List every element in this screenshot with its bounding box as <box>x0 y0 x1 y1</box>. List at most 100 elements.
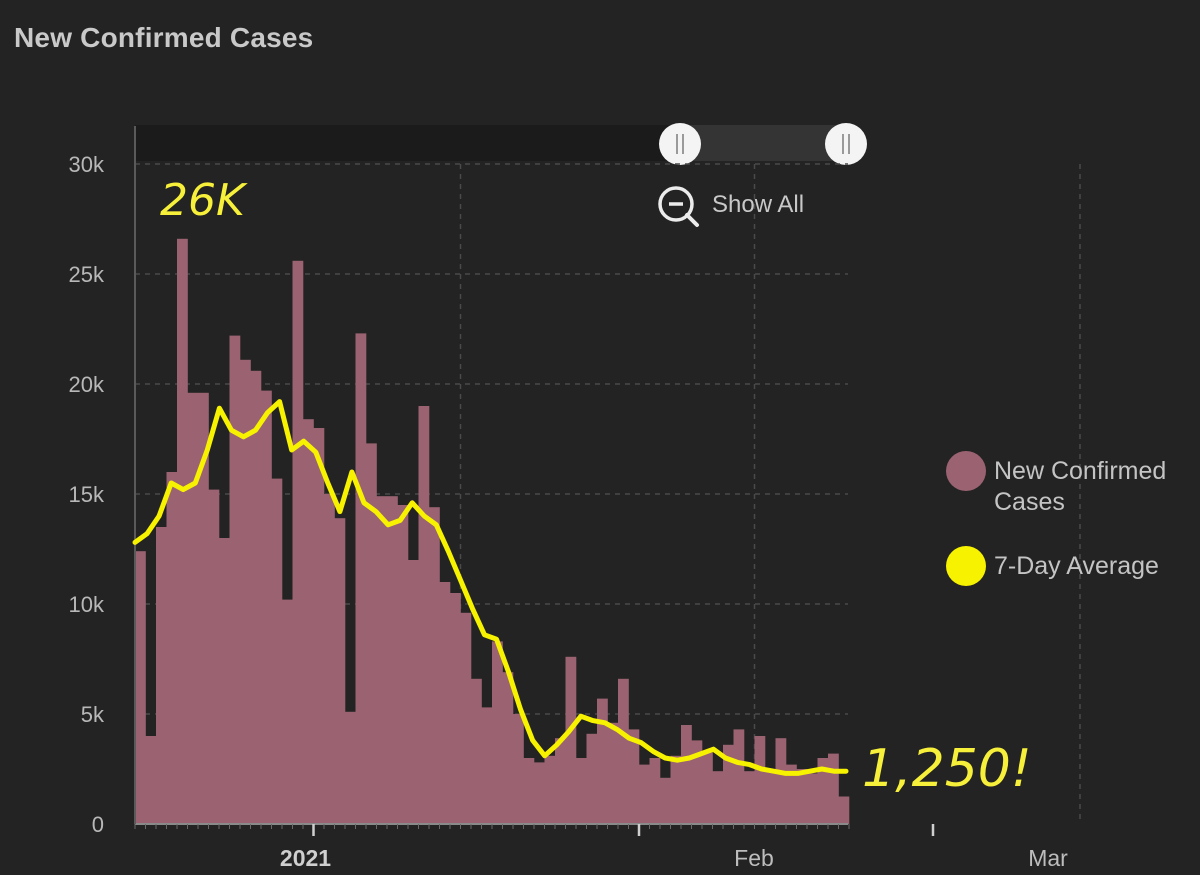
bar[interactable] <box>492 641 503 824</box>
range-handle-left[interactable] <box>659 123 701 165</box>
bar[interactable] <box>156 527 167 824</box>
bar[interactable] <box>334 518 346 824</box>
bar[interactable] <box>187 392 199 824</box>
bar[interactable] <box>681 725 692 824</box>
bar[interactable] <box>408 560 419 824</box>
bar[interactable] <box>586 733 598 824</box>
x-axis-ticks: 2021 Feb Mar <box>280 824 1068 871</box>
bar[interactable] <box>775 738 787 824</box>
bar[interactable] <box>660 777 671 824</box>
bar[interactable] <box>817 758 829 824</box>
bar[interactable] <box>397 505 409 824</box>
seven-day-average-line[interactable] <box>132 399 849 776</box>
y-tick-label: 30k <box>69 152 105 177</box>
bar[interactable] <box>565 656 577 824</box>
bar[interactable] <box>429 507 440 824</box>
x-tick-label: Feb <box>734 845 774 871</box>
bar[interactable] <box>807 773 818 824</box>
annotation-latest: 1,250! <box>862 739 1032 799</box>
bar[interactable] <box>135 551 146 824</box>
y-tick-label: 0 <box>92 812 104 837</box>
legend: New Confirmed Cases 7-Day Average <box>946 451 1166 586</box>
zoom-out-icon[interactable] <box>658 186 699 227</box>
bar[interactable] <box>240 359 251 824</box>
legend-label-new-cases-line2: Cases <box>994 488 1065 516</box>
bar[interactable] <box>271 478 283 824</box>
y-tick-label: 25k <box>69 262 105 287</box>
bar[interactable] <box>229 335 241 824</box>
bar[interactable] <box>292 260 304 824</box>
bar[interactable] <box>345 711 356 824</box>
bar[interactable] <box>628 729 640 824</box>
show-all-label[interactable]: Show All <box>712 191 804 218</box>
range-navigator-selected[interactable] <box>680 125 845 161</box>
bar[interactable] <box>523 758 535 824</box>
bar[interactable] <box>786 764 797 824</box>
bar[interactable] <box>303 419 314 824</box>
bar[interactable] <box>733 729 745 824</box>
y-tick-label: 15k <box>69 482 105 507</box>
range-navigator[interactable] <box>135 123 867 165</box>
bar[interactable] <box>576 758 587 824</box>
bar[interactable] <box>796 769 808 824</box>
bar[interactable] <box>828 753 839 824</box>
bar[interactable] <box>450 593 461 824</box>
bar[interactable] <box>744 771 755 824</box>
average-line-series <box>132 399 849 776</box>
bar[interactable] <box>198 392 209 824</box>
bar[interactable] <box>544 755 556 824</box>
bar[interactable] <box>250 370 262 824</box>
bar[interactable] <box>366 443 377 824</box>
y-tick-label: 10k <box>69 592 105 617</box>
bar[interactable] <box>376 496 388 824</box>
legend-item-new-cases[interactable]: New Confirmed Cases <box>946 451 1166 516</box>
bar[interactable] <box>313 428 325 824</box>
legend-label-seven-day-average: 7-Day Average <box>994 552 1159 580</box>
bar[interactable] <box>324 494 335 824</box>
bar[interactable] <box>618 678 629 824</box>
bar[interactable] <box>145 736 157 824</box>
bar[interactable] <box>691 740 703 824</box>
bar[interactable] <box>639 764 650 824</box>
bar[interactable] <box>166 472 178 824</box>
bar[interactable] <box>754 736 766 824</box>
annotation-peak: 26K <box>160 175 248 226</box>
bar[interactable] <box>208 489 220 824</box>
bar[interactable] <box>471 678 482 824</box>
bar[interactable] <box>597 698 608 824</box>
chart-title: New Confirmed Cases <box>14 22 314 53</box>
y-tick-label: 20k <box>69 372 105 397</box>
bar[interactable] <box>219 538 230 824</box>
bar[interactable] <box>702 751 713 824</box>
y-tick-label: 5k <box>81 702 105 727</box>
bar[interactable] <box>607 722 619 824</box>
bar[interactable] <box>460 612 472 824</box>
bar[interactable] <box>555 738 566 824</box>
x-tick-label: 2021 <box>280 845 331 871</box>
legend-item-seven-day-average[interactable]: 7-Day Average <box>946 546 1159 586</box>
y-axis-ticks: 0 5k 10k 15k 20k 25k 30k <box>69 152 105 837</box>
bar[interactable] <box>387 496 398 824</box>
bar[interactable] <box>177 238 188 825</box>
bar[interactable] <box>649 758 661 824</box>
bar[interactable] <box>502 672 514 824</box>
bar[interactable] <box>481 707 493 824</box>
bar[interactable] <box>838 796 850 825</box>
bar[interactable] <box>534 762 545 824</box>
bar[interactable] <box>355 333 367 824</box>
bar[interactable] <box>765 769 776 824</box>
bar[interactable] <box>723 744 734 824</box>
range-handle-right[interactable] <box>825 123 867 165</box>
bar[interactable] <box>513 714 524 824</box>
legend-swatch-seven-day-average <box>946 546 986 586</box>
bar[interactable] <box>418 406 430 824</box>
show-all-button[interactable]: Show All <box>658 186 804 227</box>
bar[interactable] <box>282 599 293 824</box>
bar[interactable] <box>439 582 451 824</box>
bar[interactable] <box>261 390 272 824</box>
bar[interactable] <box>712 771 724 824</box>
x-tick-label: Mar <box>1028 845 1068 871</box>
bar[interactable] <box>670 755 682 824</box>
